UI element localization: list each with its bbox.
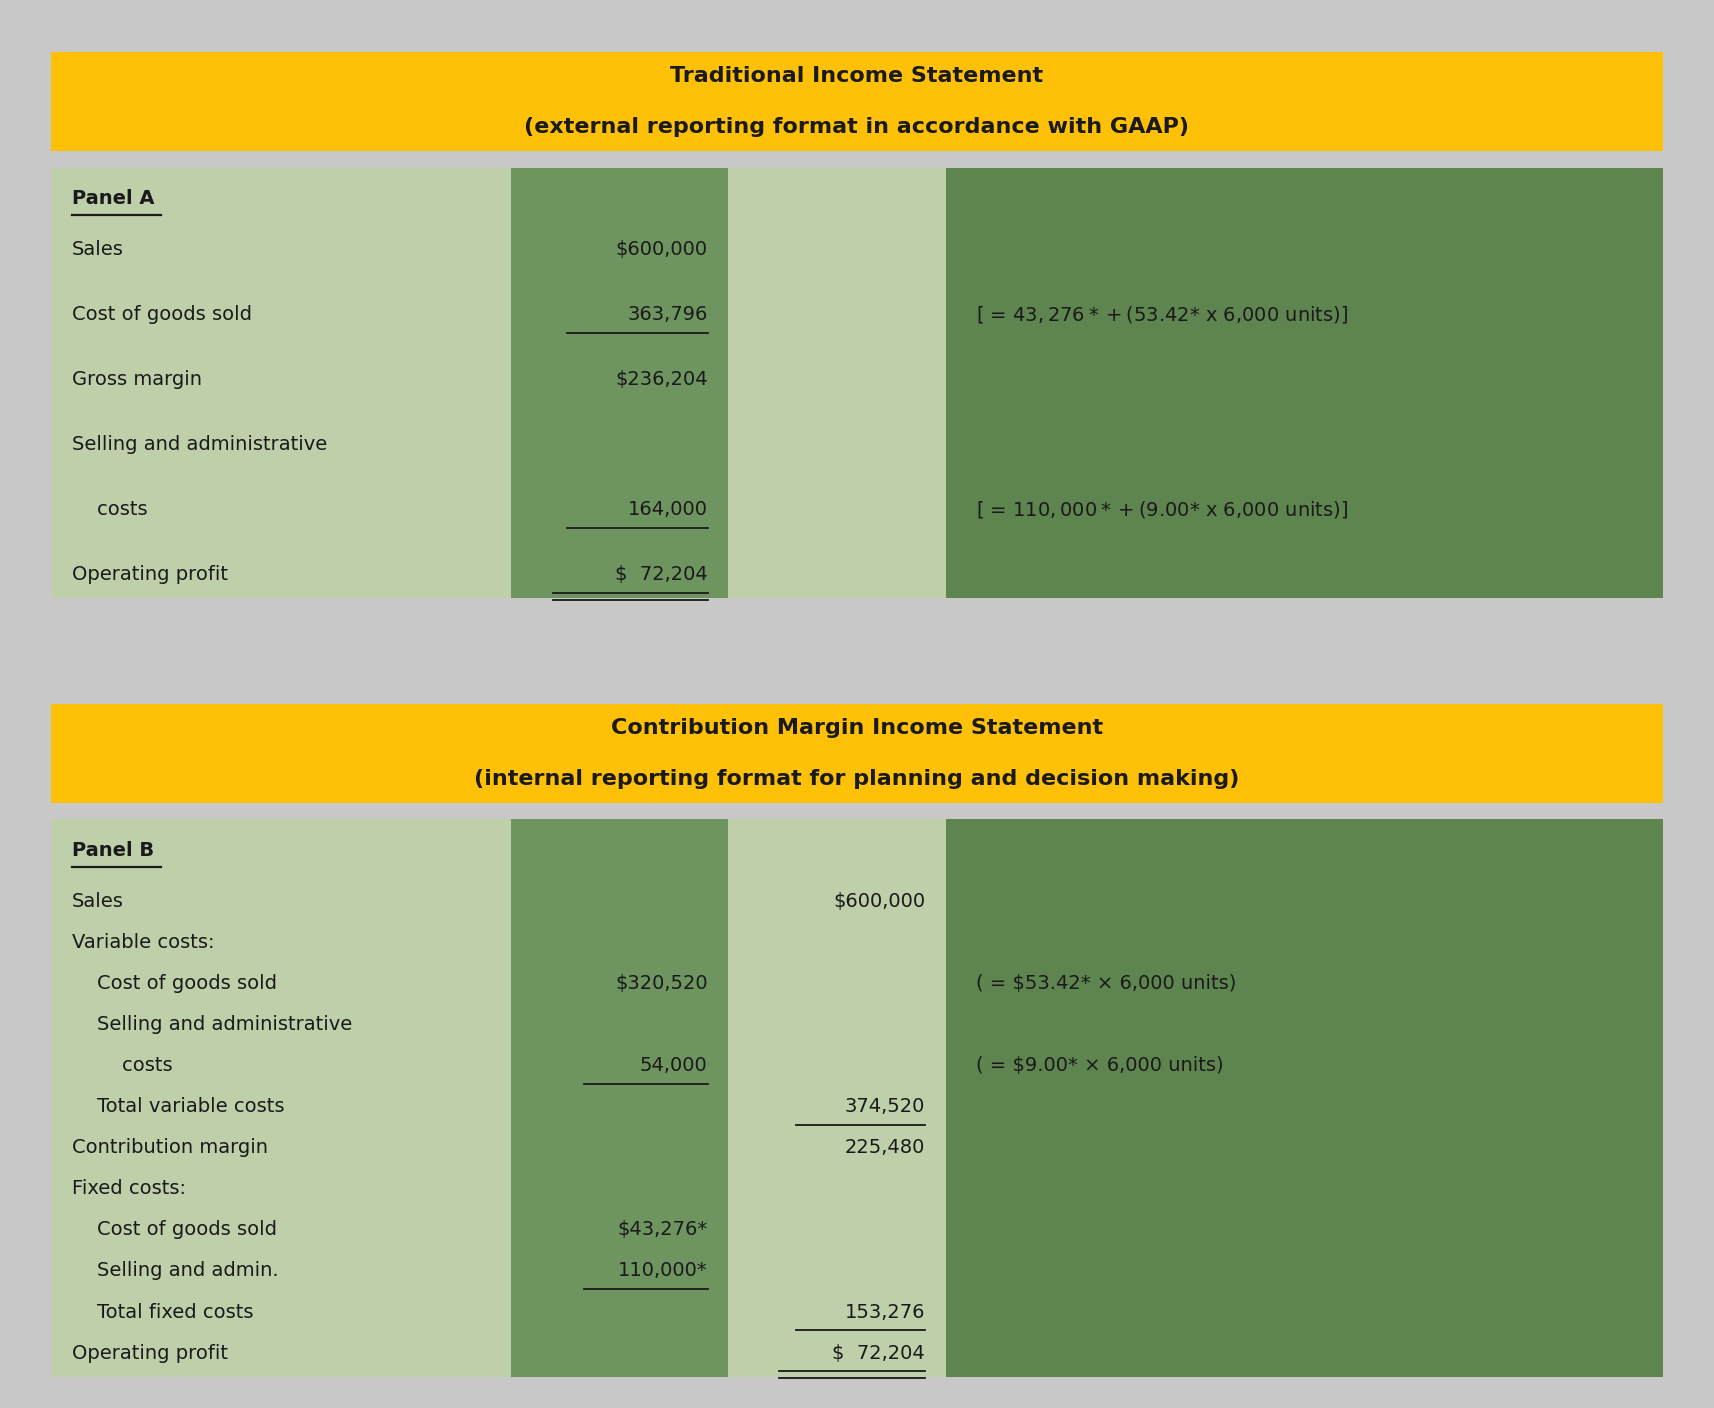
Text: Selling and administrative: Selling and administrative <box>72 1015 353 1033</box>
Text: $  72,204: $ 72,204 <box>833 1343 926 1363</box>
Text: 225,480: 225,480 <box>845 1138 926 1157</box>
Bar <box>51 168 511 598</box>
Text: Operating profit: Operating profit <box>72 565 228 584</box>
Text: $43,276*: $43,276* <box>617 1221 708 1239</box>
Text: 363,796: 363,796 <box>627 304 708 324</box>
Text: Cost of goods sold: Cost of goods sold <box>72 304 252 324</box>
Text: [ = $43,276* + ($53.42* x 6,000 units)]: [ = $43,276* + ($53.42* x 6,000 units)] <box>977 304 1349 325</box>
Bar <box>51 52 1663 151</box>
Text: $  72,204: $ 72,204 <box>615 565 708 584</box>
Text: Variable costs:: Variable costs: <box>72 932 214 952</box>
Text: Panel B: Panel B <box>72 841 154 860</box>
Text: Sales: Sales <box>72 891 123 911</box>
Text: Total fixed costs: Total fixed costs <box>72 1302 254 1322</box>
Bar <box>43 598 1671 615</box>
Text: ( = $53.42* × 6,000 units): ( = $53.42* × 6,000 units) <box>977 974 1238 993</box>
Bar <box>511 168 728 598</box>
Text: Traditional Income Statement: Traditional Income Statement <box>670 66 1044 86</box>
Bar <box>51 704 1663 803</box>
Text: 164,000: 164,000 <box>627 500 708 520</box>
Text: 153,276: 153,276 <box>845 1302 926 1322</box>
Text: Panel A: Panel A <box>72 189 154 208</box>
Text: Total variable costs: Total variable costs <box>72 1097 285 1117</box>
Bar <box>51 819 511 1377</box>
Text: 374,520: 374,520 <box>845 1097 926 1117</box>
Text: $236,204: $236,204 <box>615 370 708 389</box>
Text: ( = $9.00* × 6,000 units): ( = $9.00* × 6,000 units) <box>977 1056 1224 1074</box>
Bar <box>728 168 946 598</box>
Text: Selling and admin.: Selling and admin. <box>72 1262 279 1280</box>
Text: Fixed costs:: Fixed costs: <box>72 1180 187 1198</box>
Text: (external reporting format in accordance with GAAP): (external reporting format in accordance… <box>524 117 1190 137</box>
Bar <box>946 819 1663 1377</box>
Text: Selling and administrative: Selling and administrative <box>72 435 327 453</box>
Bar <box>43 697 1671 704</box>
Text: Cost of goods sold: Cost of goods sold <box>72 974 278 993</box>
Text: 54,000: 54,000 <box>639 1056 708 1074</box>
Text: $600,000: $600,000 <box>833 891 926 911</box>
Text: Cost of goods sold: Cost of goods sold <box>72 1221 278 1239</box>
Text: Operating profit: Operating profit <box>72 1343 228 1363</box>
Bar <box>511 819 728 1377</box>
Text: [ = $110,000* + ($9.00* x 6,000 units)]: [ = $110,000* + ($9.00* x 6,000 units)] <box>977 498 1349 520</box>
Text: costs: costs <box>72 1056 173 1074</box>
Text: Sales: Sales <box>72 239 123 259</box>
Text: Contribution Margin Income Statement: Contribution Margin Income Statement <box>610 718 1104 738</box>
Text: $320,520: $320,520 <box>615 974 708 993</box>
Text: Contribution margin: Contribution margin <box>72 1138 267 1157</box>
Text: (internal reporting format for planning and decision making): (internal reporting format for planning … <box>475 769 1239 788</box>
Text: Gross margin: Gross margin <box>72 370 202 389</box>
Text: costs: costs <box>72 500 147 520</box>
Text: $600,000: $600,000 <box>615 239 708 259</box>
Text: 110,000*: 110,000* <box>617 1262 708 1280</box>
Bar <box>728 819 946 1377</box>
Bar <box>946 168 1663 598</box>
